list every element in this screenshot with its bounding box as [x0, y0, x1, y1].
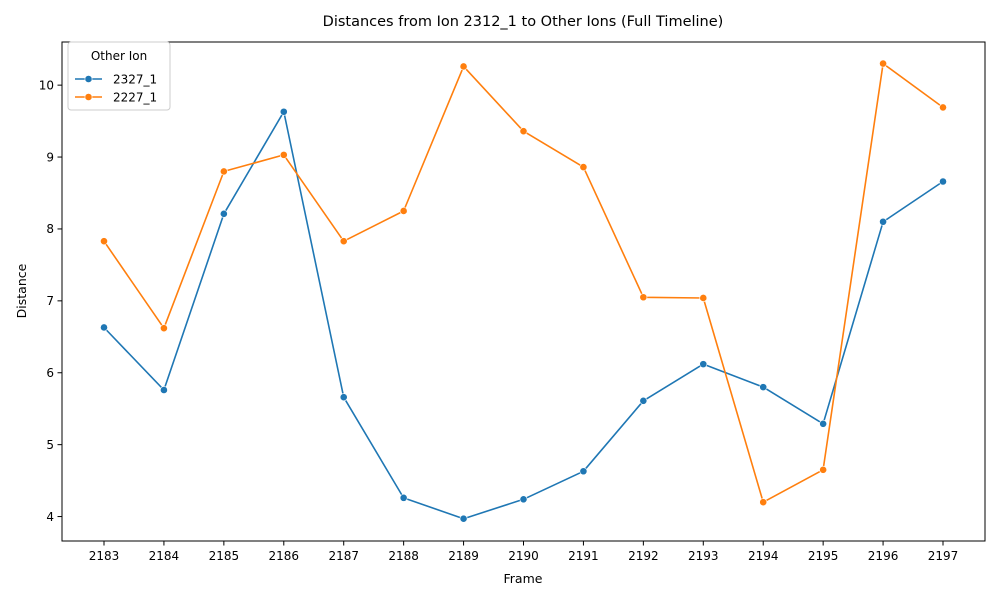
data-point-2227_1 — [459, 62, 468, 71]
data-point-2227_1 — [160, 324, 168, 333]
legend-label: 2327_1 — [113, 72, 157, 86]
data-point-2227_1 — [279, 150, 288, 159]
legend-box — [67, 41, 171, 111]
x-tick-label: 2194 — [748, 549, 779, 563]
data-point-2227_1 — [519, 127, 528, 136]
y-tick-label: 10 — [39, 78, 54, 92]
data-point-2227_1 — [399, 207, 408, 215]
x-tick-label: 2185 — [209, 549, 240, 563]
data-point-2327_1 — [879, 217, 887, 226]
x-tick-label: 2196 — [868, 549, 899, 563]
data-point-2227_1 — [699, 294, 708, 302]
legend-marker-2327_1 — [84, 75, 93, 83]
data-point-2327_1 — [699, 360, 708, 369]
y-tick-label: 5 — [46, 438, 54, 452]
x-axis-label: Frame — [504, 571, 543, 586]
data-point-2227_1 — [579, 163, 588, 172]
data-point-2327_1 — [819, 419, 828, 428]
x-tick-label: 2184 — [149, 549, 180, 563]
series-layer — [100, 59, 947, 523]
legend-marker-2227_1 — [84, 93, 93, 101]
y-tick-label: 9 — [46, 150, 54, 164]
x-tick-label: 2186 — [269, 549, 300, 563]
data-point-2227_1 — [759, 498, 768, 507]
x-tick-label: 2188 — [388, 549, 419, 563]
series-line-2327_1 — [103, 110, 944, 520]
data-point-2227_1 — [879, 59, 887, 68]
data-point-2327_1 — [399, 493, 408, 502]
data-point-2327_1 — [579, 467, 588, 476]
y-tick-label: 8 — [46, 222, 54, 236]
y-axis: 4 5 6 7 8 9 10 — [39, 78, 62, 524]
x-tick-label: 2187 — [328, 549, 359, 563]
x-tick-label: 2197 — [928, 549, 959, 563]
chart-title: Distances from Ion 2312_1 to Other Ions … — [323, 14, 724, 30]
x-tick-label: 2193 — [688, 549, 719, 563]
data-point-2227_1 — [219, 167, 228, 176]
plot-area-frame — [61, 41, 986, 542]
data-point-2327_1 — [759, 383, 768, 392]
y-axis-label: Distance — [14, 263, 29, 318]
legend-label: 2227_1 — [113, 90, 157, 104]
x-tick-label: 2195 — [808, 549, 839, 563]
y-tick-label: 7 — [46, 294, 54, 308]
data-point-2327_1 — [160, 386, 168, 394]
data-point-2327_1 — [459, 514, 468, 523]
data-point-2327_1 — [219, 209, 228, 218]
legend-entries: 2327_1 2227_1 — [75, 72, 157, 104]
x-tick-label: 2191 — [568, 549, 599, 563]
data-point-2327_1 — [939, 177, 947, 186]
x-tick-label: 2189 — [448, 549, 479, 563]
data-point-2227_1 — [819, 465, 828, 474]
data-point-2227_1 — [100, 237, 108, 246]
data-point-2227_1 — [339, 237, 348, 246]
legend-title: Other Ion — [91, 49, 147, 63]
legend: Other Ion 2327_1 2227_1 — [67, 41, 171, 111]
data-point-2227_1 — [939, 103, 947, 112]
y-tick-label: 4 — [46, 510, 54, 524]
data-point-2327_1 — [639, 396, 648, 405]
x-tick-label: 2190 — [508, 549, 539, 563]
y-tick-label: 6 — [46, 366, 54, 380]
data-point-2227_1 — [639, 293, 648, 302]
data-point-2327_1 — [519, 495, 528, 504]
x-axis: 2183 2184 2185 2186 2187 2188 2189 2190 2191 2192… — [89, 541, 959, 563]
x-tick-label: 2183 — [89, 549, 120, 563]
data-point-2327_1 — [100, 323, 108, 332]
x-tick-label: 2192 — [628, 549, 659, 563]
data-point-2327_1 — [339, 393, 348, 402]
data-point-2327_1 — [279, 107, 288, 116]
